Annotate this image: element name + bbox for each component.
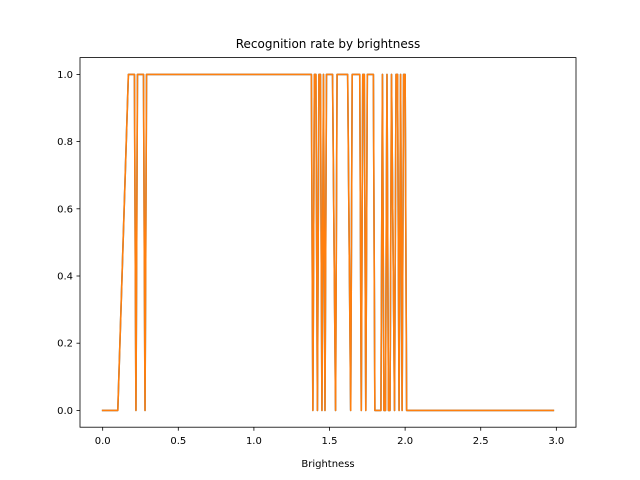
- y-tick-label: 1.0: [57, 70, 73, 81]
- series-line-2: [101, 73, 555, 412]
- x-tick-label: 2.0: [397, 436, 413, 447]
- x-tick-label: 2.5: [473, 436, 489, 447]
- x-tick-label: 0.0: [95, 436, 111, 447]
- y-tick-label: 0.0: [57, 406, 73, 417]
- y-tick-label: 0.8: [57, 137, 73, 148]
- x-tick-label: 3.0: [548, 436, 564, 447]
- y-axis: 0.0 0.2 0.4 0.6 0.8 1.0: [57, 70, 80, 417]
- plot-area: [101, 73, 555, 412]
- x-axis-label: Brightness: [301, 459, 354, 470]
- x-tick-label: 1.5: [322, 436, 338, 447]
- y-tick-label: 0.4: [57, 272, 73, 283]
- x-tick-label: 1.0: [246, 436, 262, 447]
- x-tick-label: 0.5: [170, 436, 186, 447]
- chart-title: Recognition rate by brightness: [236, 37, 421, 51]
- x-axis: 0.0 0.5 1.0 1.5 2.0 2.5 3.0: [95, 427, 564, 447]
- y-tick-label: 0.6: [57, 204, 73, 215]
- y-tick-label: 0.2: [57, 339, 73, 350]
- axes-frame: [79, 57, 577, 428]
